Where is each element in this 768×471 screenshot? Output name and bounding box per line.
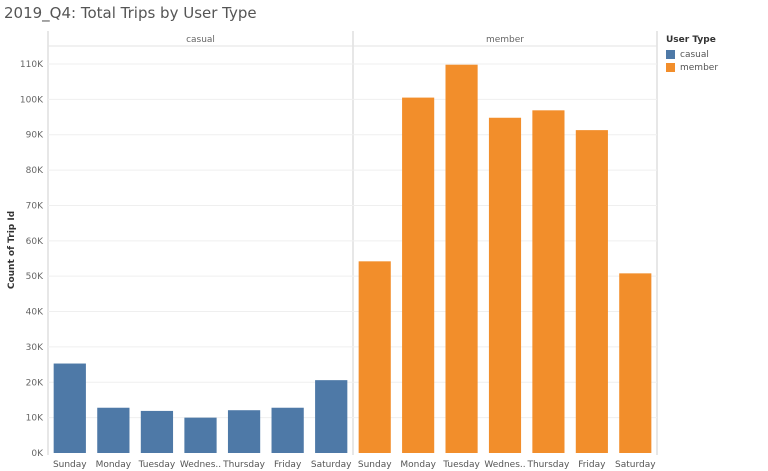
legend-item-casual[interactable]: casual [666, 48, 766, 61]
x-tick-label: Thursday [526, 460, 570, 470]
x-tick-label: Monday [96, 460, 132, 470]
legend-label-casual: casual [680, 49, 709, 60]
bar-casual-3[interactable] [184, 417, 217, 453]
bar-member-6[interactable] [619, 273, 652, 453]
y-tick-label: 50K [26, 272, 44, 282]
x-tick-label: Wednes.. [484, 460, 525, 470]
legend-item-member[interactable]: member [666, 61, 766, 74]
x-tick-label: Sunday [358, 460, 392, 470]
panel-header-member: member [486, 35, 524, 45]
x-tick-label: Wednes.. [180, 460, 221, 470]
legend-swatch-casual [666, 50, 675, 59]
y-tick-label: 110K [20, 60, 44, 70]
y-tick-label: 80K [26, 166, 44, 176]
x-tick-label: Monday [400, 460, 436, 470]
chart-title: 2019_Q4: Total Trips by User Type [4, 4, 257, 22]
bar-member-2[interactable] [445, 64, 478, 453]
x-tick-label: Tuesday [442, 460, 480, 470]
panel-header-casual: casual [186, 35, 215, 45]
bar-casual-2[interactable] [140, 410, 174, 453]
y-tick-label: 10K [26, 414, 44, 424]
y-axis-title: Count of Trip Id [7, 211, 17, 289]
bar-casual-6[interactable] [315, 380, 348, 453]
x-tick-label: Friday [274, 460, 302, 470]
y-tick-label: 100K [20, 95, 44, 105]
x-tick-label: Saturday [615, 460, 656, 470]
x-tick-label: Tuesday [138, 460, 176, 470]
bar-member-4[interactable] [532, 110, 565, 454]
x-tick-label: Saturday [311, 460, 352, 470]
y-tick-label: 40K [26, 308, 44, 318]
bar-member-0[interactable] [358, 261, 391, 453]
legend-swatch-member [666, 63, 675, 72]
bar-member-3[interactable] [488, 117, 522, 454]
y-tick-label: 70K [26, 201, 44, 211]
legend-label-member: member [680, 62, 719, 73]
bar-casual-0[interactable] [53, 363, 86, 453]
y-tick-label: 60K [26, 237, 44, 247]
bar-member-5[interactable] [575, 130, 608, 453]
bar-casual-5[interactable] [271, 407, 304, 453]
bar-member-1[interactable] [402, 97, 435, 453]
legend-title: User Type [666, 35, 716, 45]
x-tick-label: Sunday [53, 460, 87, 470]
bar-casual-1[interactable] [97, 407, 130, 453]
x-tick-label: Friday [578, 460, 606, 470]
y-tick-label: 90K [26, 131, 44, 141]
bar-casual-4[interactable] [227, 410, 261, 453]
y-tick-label: 30K [26, 343, 44, 353]
y-tick-label: 20K [26, 378, 44, 388]
y-tick-label: 0K [31, 449, 44, 459]
x-tick-label: Thursday [222, 460, 266, 470]
legend: User Type casual member [666, 35, 766, 74]
